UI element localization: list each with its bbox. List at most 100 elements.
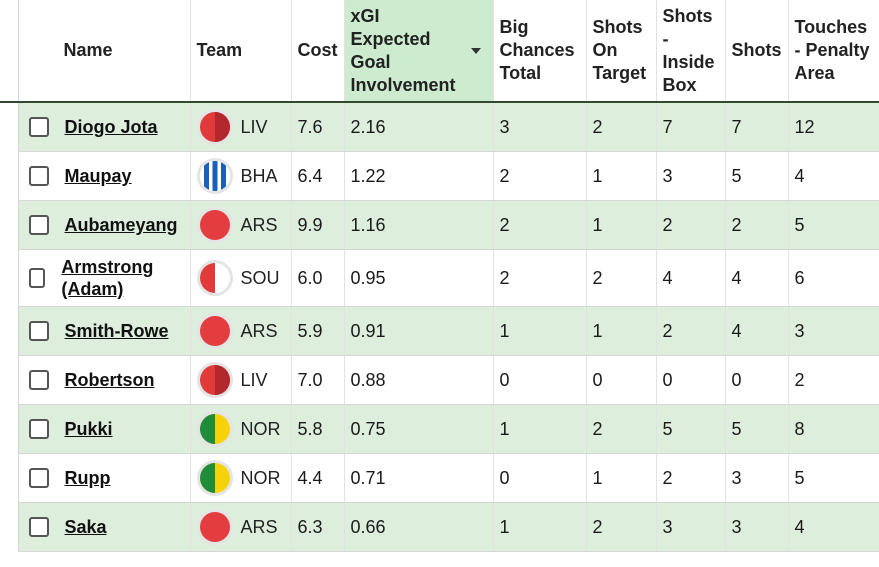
select-checkbox[interactable] <box>28 166 49 186</box>
row-spacer <box>0 102 18 152</box>
sou-badge-icon <box>196 260 233 296</box>
header-big-chances[interactable]: Big Chances Total <box>493 0 587 103</box>
xgi-cell: 2.16 <box>344 102 494 152</box>
team-code: NOR <box>240 467 281 488</box>
big-chances-cell: 1 <box>493 404 587 454</box>
player-name-link[interactable]: Armstrong (Adam) <box>61 257 154 299</box>
select-checkbox[interactable] <box>28 321 49 341</box>
team-cell: SOU <box>190 249 292 307</box>
table-row: Armstrong (Adam) SOU 6.0 0.95 2 2 4 4 6 <box>0 249 879 307</box>
select-checkbox[interactable] <box>28 268 46 288</box>
xgi-cell: 1.16 <box>344 200 494 250</box>
xgi-cell: 1.22 <box>344 151 494 201</box>
touches-penalty-cell: 3 <box>788 306 879 356</box>
player-name-link[interactable]: Pukki <box>64 419 113 439</box>
row-spacer <box>0 355 18 405</box>
select-checkbox[interactable] <box>28 215 49 235</box>
cost-cell: 5.9 <box>291 306 345 356</box>
big-chances-cell: 2 <box>493 151 587 201</box>
big-chances-cell: 2 <box>493 249 587 307</box>
touches-penalty-cell: 5 <box>788 200 879 250</box>
team-cell: NOR <box>190 404 292 454</box>
row-spacer <box>0 200 18 250</box>
big-chances-cell: 2 <box>493 200 587 250</box>
shots-inside-box-cell: 3 <box>656 151 726 201</box>
cost-cell: 5.8 <box>291 404 345 454</box>
header-shots-on-target[interactable]: Shots On Target <box>586 0 657 103</box>
shots-on-target-cell: 2 <box>586 102 657 152</box>
xgi-cell: 0.66 <box>344 502 494 552</box>
player-name-link[interactable]: Saka <box>64 517 107 537</box>
shots-on-target-cell: 1 <box>586 453 657 503</box>
team-code: ARS <box>240 516 278 537</box>
player-cell: Rupp <box>17 453 191 503</box>
select-checkbox[interactable] <box>28 117 49 137</box>
table-row: Rupp NOR 4.4 0.71 0 1 2 3 5 <box>0 453 879 503</box>
big-chances-cell: 1 <box>493 306 587 356</box>
shots-cell: 3 <box>725 502 789 552</box>
cost-cell: 7.6 <box>291 102 345 152</box>
row-spacer <box>0 453 18 503</box>
header-spacer <box>0 0 18 103</box>
shots-cell: 5 <box>725 151 789 201</box>
select-checkbox[interactable] <box>28 517 49 537</box>
cost-cell: 4.4 <box>291 453 345 503</box>
player-cell: Armstrong (Adam) <box>17 249 191 307</box>
header-shots[interactable]: Shots <box>725 0 789 103</box>
touches-penalty-cell: 4 <box>788 502 879 552</box>
table-row: Diogo Jota LIV 7.6 2.16 3 2 7 7 12 <box>0 102 879 152</box>
header-team[interactable]: Team <box>190 0 292 103</box>
select-checkbox[interactable] <box>28 370 49 390</box>
player-name-link[interactable]: Rupp <box>64 468 111 488</box>
shots-inside-box-cell: 4 <box>656 249 726 307</box>
select-checkbox[interactable] <box>28 419 49 439</box>
team-cell: BHA <box>190 151 292 201</box>
header-xgi[interactable]: xGI Expected Goal Involvement <box>344 0 494 103</box>
touches-penalty-cell: 6 <box>788 249 879 307</box>
player-name-link[interactable]: Robertson <box>64 370 155 390</box>
nor-badge-icon <box>196 460 233 496</box>
player-cell: Maupay <box>17 151 191 201</box>
touches-penalty-cell: 5 <box>788 453 879 503</box>
header-touches-penalty-label: Touches - Penalty Area <box>794 17 870 83</box>
table-row: Saka ARS 6.3 0.66 1 2 3 3 4 <box>0 502 879 552</box>
table-row: Smith-Rowe ARS 5.9 0.91 1 1 2 4 3 <box>0 306 879 356</box>
shots-inside-box-cell: 7 <box>656 102 726 152</box>
header-name[interactable]: Name <box>17 0 191 103</box>
player-name-link[interactable]: Aubameyang <box>64 215 178 235</box>
shots-cell: 7 <box>725 102 789 152</box>
touches-penalty-cell: 4 <box>788 151 879 201</box>
shots-on-target-cell: 2 <box>586 404 657 454</box>
table-row: Pukki NOR 5.8 0.75 1 2 5 5 8 <box>0 404 879 454</box>
header-shots-on-target-label: Shots On Target <box>592 17 647 83</box>
header-shots-inside-box[interactable]: Shots - Inside Box <box>656 0 726 103</box>
shots-on-target-cell: 1 <box>586 151 657 201</box>
player-cell: Smith-Rowe <box>17 306 191 356</box>
select-checkbox[interactable] <box>28 468 49 488</box>
team-code: ARS <box>240 320 278 341</box>
player-name-link[interactable]: Maupay <box>64 166 132 186</box>
team-cell: NOR <box>190 453 292 503</box>
xgi-cell: 0.71 <box>344 453 494 503</box>
big-chances-cell: 0 <box>493 355 587 405</box>
ars-badge-icon <box>196 509 233 545</box>
xgi-cell: 0.91 <box>344 306 494 356</box>
table-row: Maupay BHA 6.4 1.22 2 1 3 5 4 <box>0 151 879 201</box>
shots-cell: 5 <box>725 404 789 454</box>
shots-on-target-cell: 1 <box>586 306 657 356</box>
row-spacer <box>0 502 18 552</box>
cost-cell: 9.9 <box>291 200 345 250</box>
row-spacer <box>0 306 18 356</box>
header-touches-penalty[interactable]: Touches - Penalty Area <box>788 0 879 103</box>
player-name-link[interactable]: Smith-Rowe <box>64 321 169 341</box>
player-name-link[interactable]: Diogo Jota <box>64 117 158 137</box>
row-spacer <box>0 151 18 201</box>
player-cell: Diogo Jota <box>17 102 191 152</box>
header-cost[interactable]: Cost <box>291 0 345 103</box>
sort-desc-icon <box>470 48 481 54</box>
header-xgi-label: xGI Expected Goal Involvement <box>350 5 456 95</box>
shots-inside-box-cell: 2 <box>656 453 726 503</box>
header-shots-inside-box-label: Shots - Inside Box <box>662 5 715 95</box>
team-cell: ARS <box>190 502 292 552</box>
cost-cell: 6.3 <box>291 502 345 552</box>
